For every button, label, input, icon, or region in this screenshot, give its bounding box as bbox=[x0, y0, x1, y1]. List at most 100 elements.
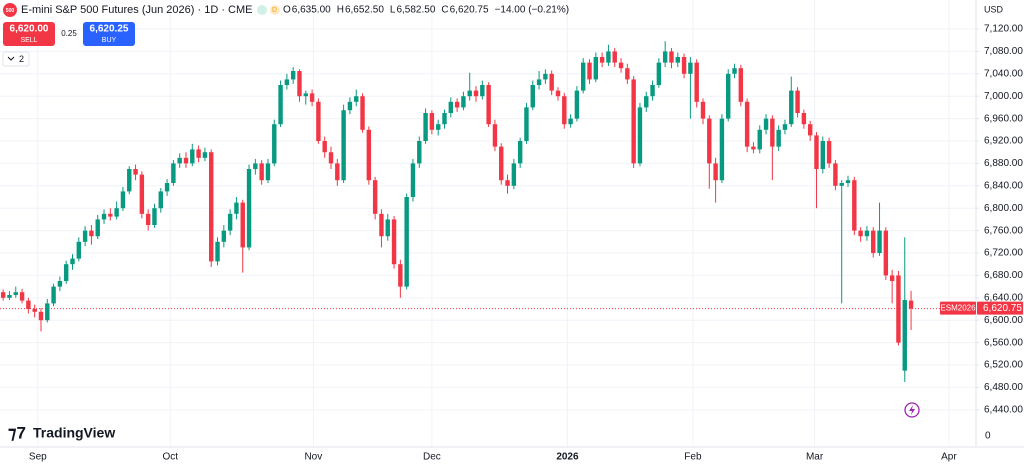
candle-body bbox=[303, 93, 308, 97]
candle-body bbox=[719, 118, 725, 181]
candle-body bbox=[379, 213, 384, 237]
candle-body bbox=[265, 163, 271, 181]
candle-body bbox=[202, 152, 208, 158]
candle-body bbox=[259, 163, 264, 181]
y-tick-label: 6,680.00 bbox=[984, 270, 1023, 281]
candle-body bbox=[694, 62, 699, 102]
candle-body bbox=[732, 68, 737, 74]
candle-body bbox=[442, 113, 447, 125]
candle-body bbox=[517, 141, 523, 164]
candle-body bbox=[845, 180, 851, 184]
candle-body bbox=[606, 51, 611, 63]
candle-body bbox=[902, 300, 907, 371]
x-tick-label: Mar bbox=[806, 452, 824, 463]
candle-body bbox=[7, 295, 12, 298]
candle-body bbox=[883, 230, 889, 276]
y-tick-label: 6,840.00 bbox=[984, 180, 1023, 191]
candle-body bbox=[770, 118, 775, 147]
candle-body bbox=[852, 180, 857, 231]
candle-body bbox=[801, 113, 807, 125]
candle-body bbox=[171, 163, 176, 184]
candle-body bbox=[833, 163, 838, 186]
candle-body bbox=[398, 264, 403, 287]
candle-body bbox=[877, 230, 882, 254]
candle-body bbox=[290, 71, 296, 80]
x-tick-label: Feb bbox=[684, 452, 702, 463]
candle-body bbox=[618, 62, 624, 69]
candle-body bbox=[536, 79, 542, 86]
candle-body bbox=[461, 96, 466, 108]
candle-body bbox=[240, 202, 245, 248]
y-tick-label: 7,000.00 bbox=[984, 91, 1023, 102]
y-tick-label: 6,760.00 bbox=[984, 225, 1023, 236]
market-status bbox=[257, 5, 267, 15]
candle-body bbox=[599, 57, 605, 63]
candle-body bbox=[858, 230, 863, 237]
candle-body bbox=[309, 93, 315, 102]
candle-body bbox=[795, 90, 800, 114]
candle-body bbox=[814, 135, 819, 170]
candle-body bbox=[486, 85, 491, 125]
candle-body bbox=[410, 163, 416, 198]
candle-body bbox=[707, 118, 712, 164]
candle-body bbox=[70, 258, 75, 265]
candle-body bbox=[492, 124, 498, 147]
candle-body bbox=[587, 62, 592, 80]
candle-body bbox=[158, 191, 163, 209]
y-tick-label: 6,520.00 bbox=[984, 360, 1023, 371]
ohlc-key: H bbox=[337, 5, 344, 16]
x-tick-label: Sep bbox=[29, 452, 47, 463]
candle-body bbox=[612, 51, 617, 63]
candle-body bbox=[272, 124, 277, 164]
candle-body bbox=[0, 292, 6, 298]
candle-body bbox=[568, 118, 573, 125]
candle-body bbox=[183, 157, 189, 164]
candle-body bbox=[429, 113, 435, 130]
candle-body bbox=[713, 163, 718, 181]
candle-body bbox=[13, 292, 18, 296]
delay-status bbox=[270, 5, 280, 15]
symbol-tag bbox=[940, 301, 976, 315]
candle-body bbox=[580, 62, 586, 91]
candle-body bbox=[164, 183, 170, 192]
candle-body bbox=[215, 241, 220, 262]
candle-body bbox=[19, 292, 25, 301]
candle-body bbox=[322, 141, 327, 153]
candle-body bbox=[820, 141, 825, 170]
candle-body bbox=[45, 303, 50, 321]
candle-body bbox=[82, 230, 88, 242]
candle-body bbox=[328, 152, 334, 164]
buy-button[interactable] bbox=[83, 22, 135, 46]
candle-body bbox=[234, 202, 239, 214]
candle-body bbox=[543, 73, 548, 80]
candle-body bbox=[555, 90, 561, 97]
candle-body bbox=[776, 129, 781, 147]
candle-body bbox=[789, 90, 794, 125]
candle-body bbox=[372, 180, 378, 214]
chart-title: E-mini S&P 500 Futures (Jun 2026) · 1D ·… bbox=[21, 4, 253, 16]
grid bbox=[0, 0, 976, 447]
candle-body bbox=[650, 85, 655, 97]
candle-body bbox=[152, 208, 157, 226]
sell-label: SELL bbox=[20, 37, 37, 44]
x-tick-label: Oct bbox=[162, 452, 178, 463]
indicator-toggle[interactable] bbox=[2, 51, 30, 67]
currency: USD bbox=[984, 4, 1004, 14]
y-tick-label: 6,560.00 bbox=[984, 337, 1023, 348]
indicator-count: 2 bbox=[19, 54, 24, 64]
candle-body bbox=[435, 124, 441, 130]
spread: 0.25 bbox=[61, 29, 77, 38]
y-tick-label: 7,120.00 bbox=[984, 24, 1023, 35]
candle-body bbox=[76, 241, 82, 259]
candle-body bbox=[751, 146, 756, 150]
candle-body bbox=[864, 230, 870, 237]
candle-body bbox=[108, 213, 113, 217]
candle-body bbox=[360, 96, 365, 130]
ohlc-value: 6,582.50 bbox=[396, 5, 435, 16]
candle-body bbox=[549, 73, 554, 91]
sell-button[interactable] bbox=[3, 22, 55, 46]
y-tick-label: 6,600.00 bbox=[984, 315, 1023, 326]
buy-price: 6,620.25 bbox=[90, 24, 129, 35]
x-tick-label: Nov bbox=[304, 452, 322, 463]
